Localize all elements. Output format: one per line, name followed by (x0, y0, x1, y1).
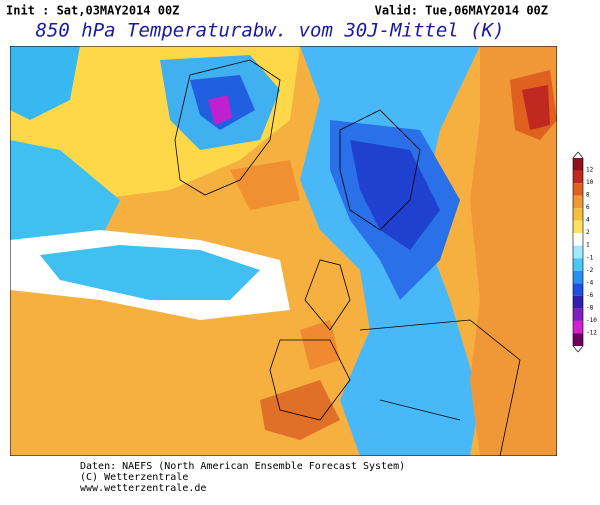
map (10, 46, 557, 456)
colorbar-swatch (573, 170, 583, 184)
valid-text: Valid: Tue,06MAY2014 00Z (375, 4, 548, 18)
colorbar-label: 12 (586, 167, 594, 174)
footer-line: Daten: NAEFS (North American Ensemble Fo… (80, 461, 405, 472)
colorbar-swatch (573, 158, 583, 171)
colorbar-swatch (573, 320, 583, 334)
init-text: Init : Sat,03MAY2014 00Z (6, 4, 179, 18)
map-title: 850 hPa Temperaturabw. vom 30J-Mittel (K… (36, 20, 505, 42)
colorbar-swatch (573, 283, 583, 296)
colorbar-swatch (573, 333, 583, 346)
colorbar-label: -4 (586, 279, 594, 286)
colorbar-swatch (573, 245, 583, 259)
colorbar-label: -10 (586, 317, 597, 324)
colorbar-outline (572, 151, 584, 353)
colorbar-label: 4 (586, 217, 590, 224)
colorbar-swatch (573, 233, 583, 246)
colorbar-swatch (573, 208, 583, 221)
colorbar-swatch (573, 195, 583, 209)
colorbar-label: 2 (586, 229, 590, 236)
colorbar-swatch (573, 308, 583, 321)
colorbar-label: -1 (586, 254, 594, 261)
colorbar-label: 10 (586, 179, 594, 186)
colorbar-label: 1 (586, 242, 590, 249)
footer-line: www.wetterzentrale.de (80, 483, 206, 494)
colorbar-label: -6 (586, 292, 594, 299)
colorbar-swatch (573, 258, 583, 271)
colorbar-label: 6 (586, 204, 590, 211)
colorbar-swatch (573, 183, 583, 196)
footer-line: (C) Wetterzentrale (80, 472, 188, 483)
colorbar: 12 10 8 6 4 2 1 -1 -2 -4 -6 -8 -10 -12 (572, 151, 597, 353)
colorbar-swatch (573, 295, 583, 309)
colorbar-swatch (573, 220, 583, 234)
colorbar-label: 8 (586, 192, 590, 199)
colorbar-label: -12 (586, 329, 597, 336)
colorbar-label: -2 (586, 267, 594, 274)
colorbar-swatch (573, 270, 583, 284)
colorbar-label: -8 (586, 304, 594, 311)
